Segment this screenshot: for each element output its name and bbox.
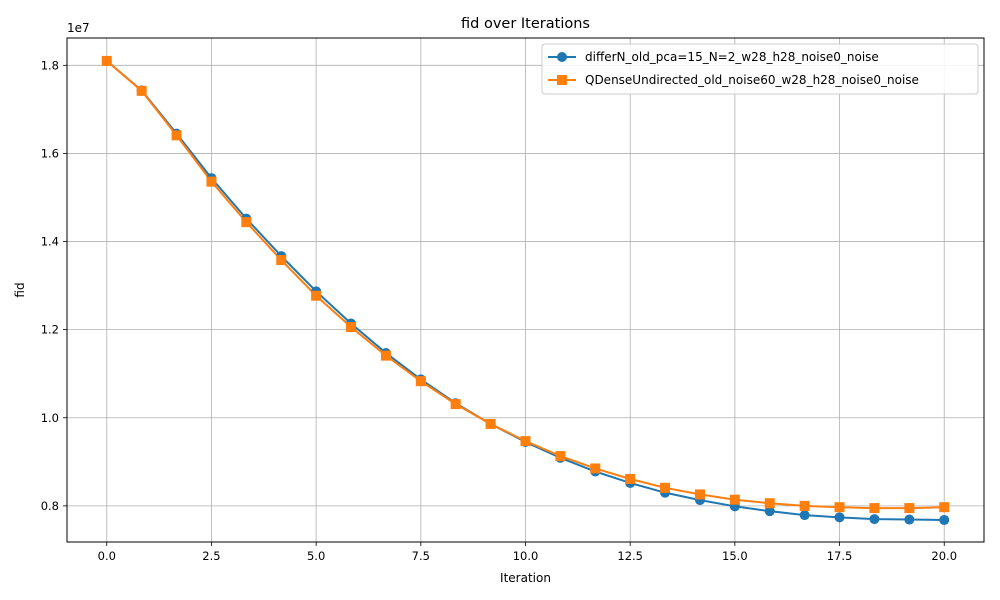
data-point-series-2: [171, 130, 182, 141]
data-point-series-1: [939, 514, 950, 525]
series-markers: [101, 55, 950, 525]
data-point-series-2: [450, 399, 461, 410]
data-point-series-2: [346, 322, 357, 333]
data-point-series-2: [485, 418, 496, 429]
x-tick-label: 2.5: [202, 549, 220, 563]
data-point-series-1: [834, 512, 845, 523]
x-tick-label: 5.0: [307, 549, 325, 563]
data-point-series-2: [101, 55, 112, 66]
x-tick-label: 20.0: [931, 549, 957, 563]
data-point-series-2: [206, 176, 217, 187]
x-tick-label: 10.0: [513, 549, 539, 563]
data-point-series-2: [380, 350, 391, 361]
legend-box: [541, 43, 979, 95]
data-point-series-2: [694, 489, 705, 500]
y-axis-ticks: 0.8 1.0 1.2 1.4 1.6 1.8: [41, 58, 67, 513]
data-point-series-2: [415, 376, 426, 387]
legend: differN_old_pca=15_N=2_w28_h28_noise0_no…: [541, 43, 979, 95]
legend-items: differN_old_pca=15_N=2_w28_h28_noise0_no…: [548, 50, 919, 87]
y-axis-label: fid: [13, 282, 27, 297]
data-point-series-1: [764, 506, 775, 517]
data-point-series-2: [764, 498, 775, 509]
x-tick-label: 12.5: [617, 549, 643, 563]
x-tick-label: 15.0: [722, 549, 748, 563]
chart-title: fid over Iterations: [461, 16, 590, 32]
x-axis-ticks: 0.0 2.5 5.0 7.5 10.0 12.5 15.0 17.5 20.0: [98, 542, 957, 563]
grid-lines: [67, 38, 984, 542]
data-point-series-2: [939, 502, 950, 513]
data-point-series-1: [799, 510, 810, 521]
y-tick-label: 1.4: [41, 235, 59, 249]
y-tick-label: 1.8: [41, 58, 59, 72]
data-point-series-2: [660, 482, 671, 493]
x-tick-label: 17.5: [827, 549, 853, 563]
y-tick-label: 1.2: [41, 323, 59, 337]
legend-label-2: QDenseUndirected_old_noise60_w28_h28_noi…: [585, 73, 919, 87]
data-point-series-2: [799, 500, 810, 511]
y-tick-label: 1.0: [41, 411, 59, 425]
y-axis-offset-label: 1e7: [67, 21, 90, 35]
data-point-series-2: [869, 503, 880, 514]
data-point-series-2: [904, 503, 915, 514]
data-point-series-2: [555, 451, 566, 462]
data-point-series-2: [729, 494, 740, 505]
x-tick-label: 0.0: [98, 549, 116, 563]
data-point-series-2: [834, 502, 845, 513]
x-axis-label: Iteration: [500, 571, 551, 585]
data-point-series-1: [869, 514, 880, 525]
data-point-series-2: [136, 85, 147, 96]
legend-marker-1: [557, 52, 567, 62]
x-tick-label: 7.5: [412, 549, 430, 563]
data-point-series-1: [904, 514, 915, 525]
data-point-series-2: [276, 255, 287, 266]
y-tick-label: 1.6: [41, 146, 59, 160]
y-tick-label: 0.8: [41, 499, 59, 513]
data-point-series-2: [241, 217, 252, 228]
data-point-series-2: [311, 290, 322, 301]
legend-label-1: differN_old_pca=15_N=2_w28_h28_noise0_no…: [585, 50, 879, 64]
data-point-series-2: [520, 436, 531, 447]
legend-marker-2: [557, 75, 567, 85]
data-point-series-2: [625, 474, 636, 484]
data-point-series-2: [590, 463, 601, 474]
